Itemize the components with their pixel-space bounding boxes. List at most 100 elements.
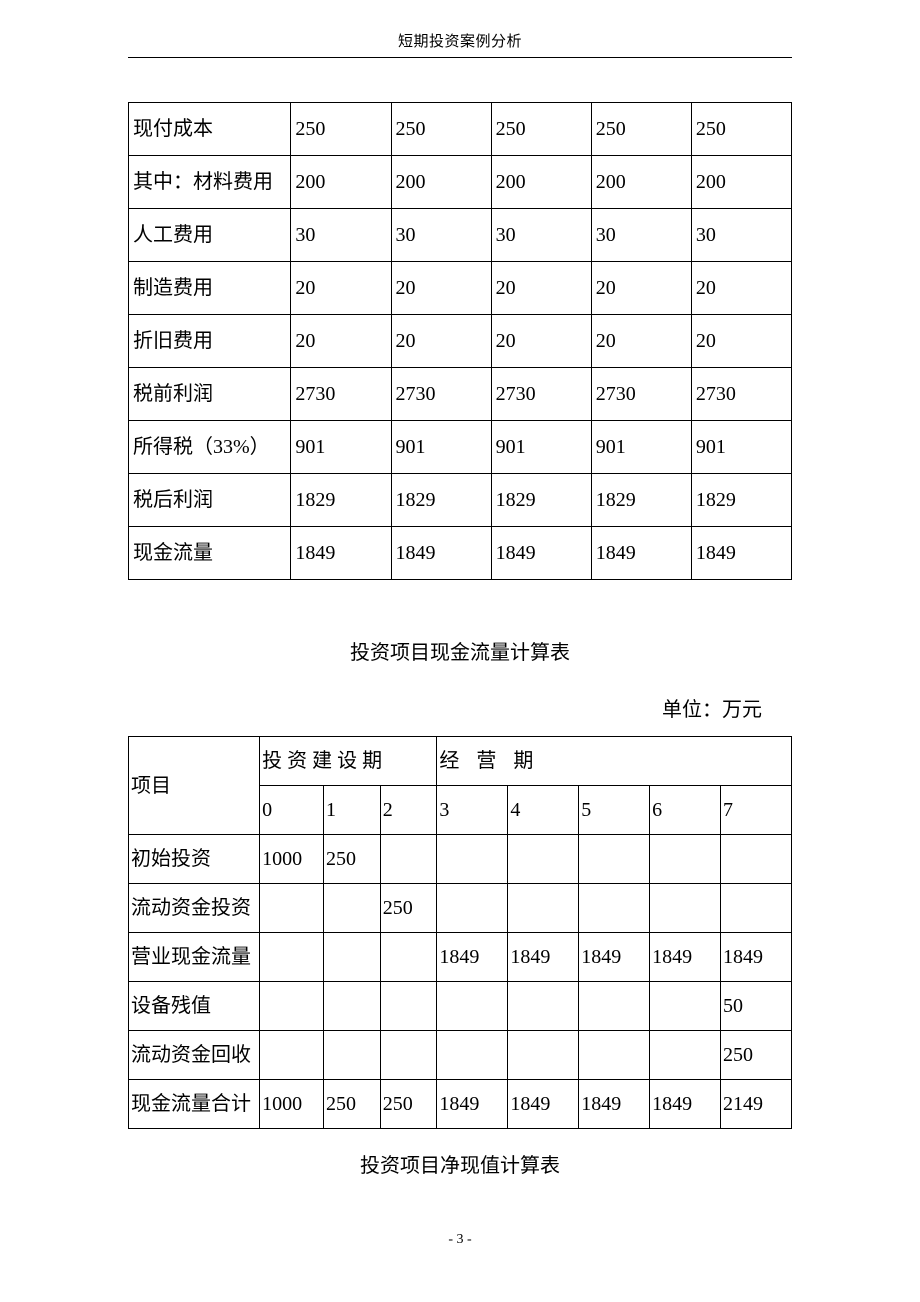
table-row: 其中：材料费用200200200200200 — [129, 156, 792, 209]
cell-value: 30 — [291, 209, 391, 262]
cell-value: 20 — [691, 315, 791, 368]
cell-value — [260, 884, 324, 933]
cell-value — [508, 835, 579, 884]
cell-value — [323, 933, 380, 982]
table-row: 流动资金投资250 — [129, 884, 792, 933]
table-row: 税前利润27302730273027302730 — [129, 368, 792, 421]
cell-value: 1849 — [591, 527, 691, 580]
cell-value: 20 — [391, 315, 491, 368]
cell-value: 30 — [591, 209, 691, 262]
row-label: 制造费用 — [129, 262, 291, 315]
cell-value: 1849 — [291, 527, 391, 580]
cell-value: 2730 — [291, 368, 391, 421]
row-label: 营业现金流量 — [129, 933, 260, 982]
period-header: 7 — [721, 786, 792, 835]
cell-value: 30 — [391, 209, 491, 262]
table-row: 税后利润18291829182918291829 — [129, 474, 792, 527]
cell-value — [508, 982, 579, 1031]
cell-value — [260, 1031, 324, 1080]
cell-value — [508, 884, 579, 933]
cell-value: 250 — [491, 103, 591, 156]
table-row: 所得税（33%）901901901901901 — [129, 421, 792, 474]
cell-value — [721, 835, 792, 884]
section-title-npv: 投资项目净现值计算表 — [128, 1149, 792, 1178]
cell-value — [579, 884, 650, 933]
period-header: 2 — [380, 786, 437, 835]
cell-value: 250 — [323, 835, 380, 884]
table-row: 制造费用2020202020 — [129, 262, 792, 315]
cell-value — [650, 835, 721, 884]
cell-value: 250 — [380, 1080, 437, 1129]
table-cashflow-detail: 现付成本250250250250250其中：材料费用20020020020020… — [128, 102, 792, 580]
table-row: 营业现金流量18491849184918491849 — [129, 933, 792, 982]
cell-value: 30 — [691, 209, 791, 262]
cell-value: 20 — [491, 315, 591, 368]
cell-value: 250 — [391, 103, 491, 156]
cell-value: 20 — [491, 262, 591, 315]
cell-value: 1849 — [508, 1080, 579, 1129]
cell-value: 1829 — [691, 474, 791, 527]
cell-value: 20 — [291, 262, 391, 315]
header-construction-period: 投 资 建 设 期 — [260, 737, 437, 786]
table-project-cashflow: 项目 投 资 建 设 期 经 营 期 01234567 初始投资1000250流… — [128, 736, 792, 1129]
cell-value: 1849 — [650, 933, 721, 982]
row-label: 设备残值 — [129, 982, 260, 1031]
cell-value: 200 — [291, 156, 391, 209]
cell-value: 200 — [391, 156, 491, 209]
cell-value: 901 — [691, 421, 791, 474]
cell-value: 50 — [721, 982, 792, 1031]
row-label: 流动资金投资 — [129, 884, 260, 933]
cell-value: 1829 — [591, 474, 691, 527]
cell-value: 2730 — [391, 368, 491, 421]
table-row: 现金流量合计100025025018491849184918492149 — [129, 1080, 792, 1129]
cell-value: 1849 — [437, 933, 508, 982]
period-header: 5 — [579, 786, 650, 835]
cell-value — [508, 1031, 579, 1080]
cell-value — [260, 933, 324, 982]
cell-value: 20 — [591, 315, 691, 368]
cell-value — [650, 1031, 721, 1080]
cell-value — [437, 982, 508, 1031]
cell-value — [380, 933, 437, 982]
cell-value: 1849 — [491, 527, 591, 580]
cell-value: 1849 — [437, 1080, 508, 1129]
page-header-title: 短期投资案例分析 — [128, 30, 792, 58]
cell-value — [437, 1031, 508, 1080]
table-header-row-1: 项目 投 资 建 设 期 经 营 期 — [129, 737, 792, 786]
cell-value: 2730 — [491, 368, 591, 421]
cell-value: 20 — [291, 315, 391, 368]
cell-value — [380, 1031, 437, 1080]
cell-value: 901 — [591, 421, 691, 474]
cell-value — [323, 982, 380, 1031]
header-operating-period: 经 营 期 — [437, 737, 792, 786]
cell-value — [650, 982, 721, 1031]
table-row: 人工费用3030303030 — [129, 209, 792, 262]
row-label: 所得税（33%） — [129, 421, 291, 474]
row-label: 人工费用 — [129, 209, 291, 262]
period-header: 3 — [437, 786, 508, 835]
cell-value: 250 — [591, 103, 691, 156]
cell-value: 20 — [691, 262, 791, 315]
cell-value: 200 — [491, 156, 591, 209]
cell-value: 20 — [591, 262, 691, 315]
document-page: 短期投资案例分析 现付成本250250250250250其中：材料费用20020… — [0, 0, 920, 1278]
cell-value — [579, 1031, 650, 1080]
cell-value: 2149 — [721, 1080, 792, 1129]
cell-value: 1849 — [579, 1080, 650, 1129]
table-row: 流动资金回收250 — [129, 1031, 792, 1080]
cell-value — [721, 884, 792, 933]
row-label: 现付成本 — [129, 103, 291, 156]
cell-value: 250 — [691, 103, 791, 156]
cell-value: 1849 — [650, 1080, 721, 1129]
period-header: 4 — [508, 786, 579, 835]
table-row: 现金流量18491849184918491849 — [129, 527, 792, 580]
cell-value: 1849 — [721, 933, 792, 982]
row-label: 现金流量合计 — [129, 1080, 260, 1129]
row-label: 现金流量 — [129, 527, 291, 580]
cell-value — [437, 884, 508, 933]
cell-value — [437, 835, 508, 884]
cell-value: 200 — [691, 156, 791, 209]
row-label: 折旧费用 — [129, 315, 291, 368]
cell-value — [579, 982, 650, 1031]
row-label: 流动资金回收 — [129, 1031, 260, 1080]
